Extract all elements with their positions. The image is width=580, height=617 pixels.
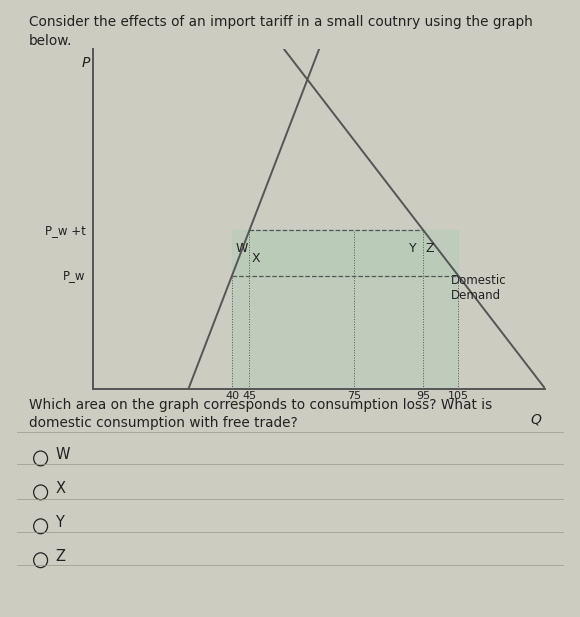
Polygon shape (232, 276, 458, 389)
Polygon shape (232, 230, 458, 276)
Text: Q: Q (531, 413, 542, 426)
Text: W: W (55, 447, 70, 462)
Text: Y: Y (55, 515, 64, 530)
Polygon shape (232, 230, 249, 276)
Text: P: P (82, 56, 90, 70)
Polygon shape (423, 230, 458, 276)
Text: X: X (55, 481, 65, 496)
Text: P_w: P_w (63, 269, 86, 282)
Text: P_w +t: P_w +t (45, 224, 86, 237)
Text: Which area on the graph corresponds to consumption loss? What is: Which area on the graph corresponds to c… (29, 398, 492, 412)
Text: Z: Z (55, 549, 65, 564)
Text: X: X (251, 252, 260, 265)
Text: Z: Z (425, 242, 434, 255)
Text: Domestic
Demand: Domestic Demand (451, 274, 507, 302)
Text: below.: below. (29, 34, 72, 48)
Text: domestic consumption with free trade?: domestic consumption with free trade? (29, 416, 298, 431)
Polygon shape (354, 230, 423, 276)
Polygon shape (249, 230, 354, 276)
Text: Consider the effects of an import tariff in a small coutnry using the graph: Consider the effects of an import tariff… (29, 15, 533, 30)
Text: W: W (235, 242, 248, 255)
Text: Y: Y (409, 242, 416, 255)
